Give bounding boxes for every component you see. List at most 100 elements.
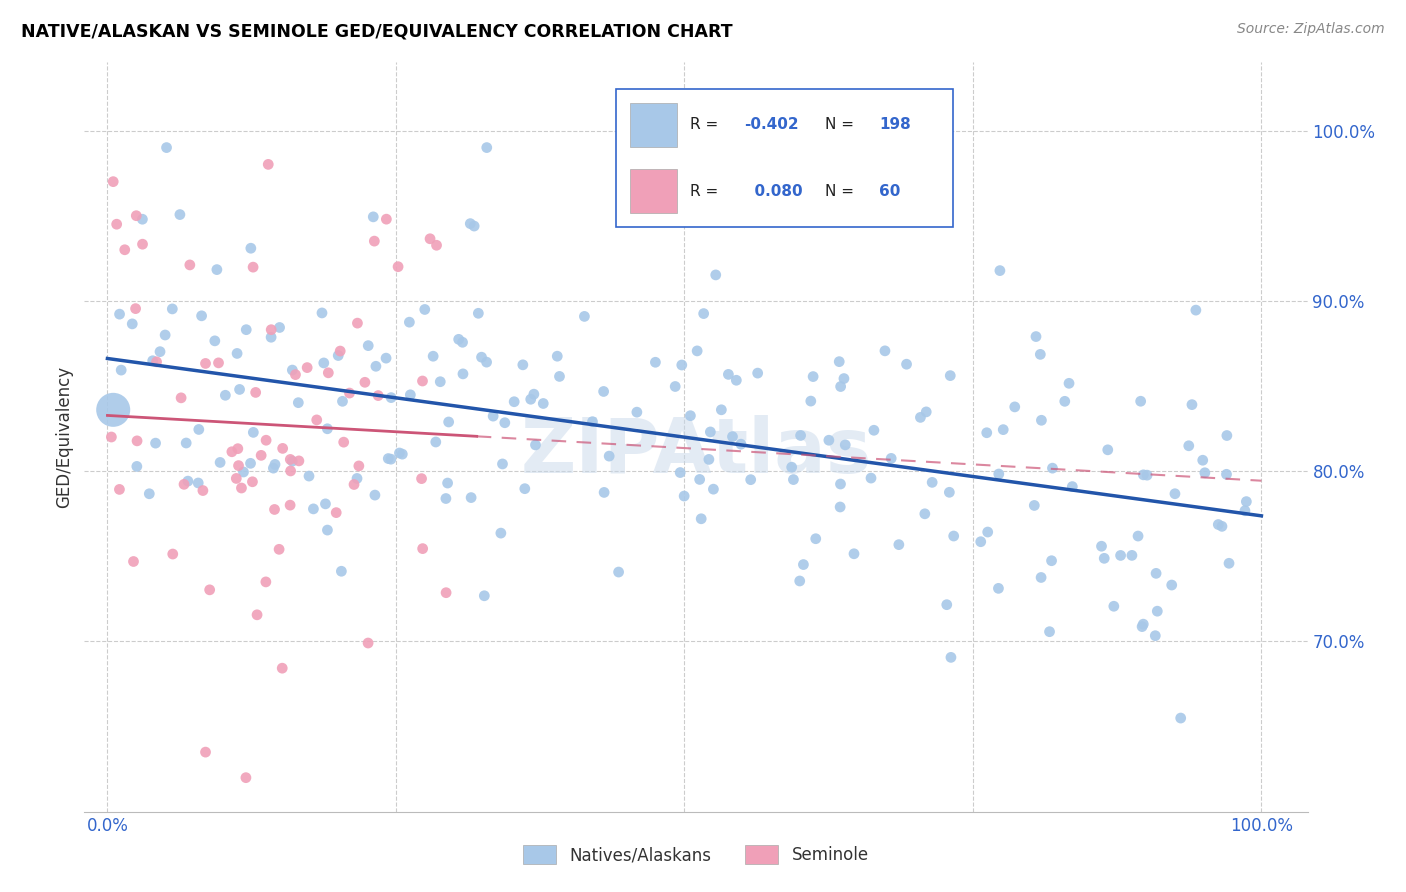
Point bbox=[1062, 480, 1084, 494]
Point bbox=[988, 263, 1011, 277]
Point bbox=[329, 344, 352, 359]
Point bbox=[114, 243, 136, 257]
Point bbox=[1211, 519, 1233, 533]
Point bbox=[287, 395, 309, 409]
Point bbox=[664, 379, 686, 393]
Point bbox=[411, 472, 433, 486]
Point bbox=[818, 434, 841, 448]
Point bbox=[921, 475, 943, 490]
Point bbox=[699, 425, 721, 439]
Point bbox=[460, 491, 482, 505]
Point bbox=[332, 394, 354, 409]
Point bbox=[1160, 578, 1182, 592]
Point bbox=[782, 473, 804, 487]
Point bbox=[375, 212, 398, 227]
Point bbox=[367, 388, 389, 402]
Point bbox=[191, 483, 214, 498]
Point bbox=[387, 260, 409, 274]
Point bbox=[789, 428, 811, 442]
Legend: Natives/Alaskans, Seminole: Natives/Alaskans, Seminole bbox=[516, 838, 876, 871]
Point bbox=[1144, 629, 1167, 643]
Point bbox=[721, 429, 744, 443]
Point bbox=[470, 350, 492, 364]
Point bbox=[125, 209, 148, 223]
Point bbox=[295, 360, 318, 375]
Point bbox=[873, 343, 896, 358]
Point bbox=[347, 458, 370, 473]
Point bbox=[434, 585, 457, 599]
Point bbox=[278, 452, 301, 467]
Point bbox=[346, 316, 368, 330]
Point bbox=[149, 344, 172, 359]
Point bbox=[1029, 347, 1052, 361]
Point bbox=[1031, 413, 1053, 427]
Point bbox=[523, 387, 546, 401]
Point bbox=[830, 379, 852, 393]
Point bbox=[531, 396, 554, 410]
Point bbox=[260, 323, 283, 337]
Point bbox=[228, 383, 250, 397]
Point bbox=[198, 582, 221, 597]
Point bbox=[207, 356, 229, 370]
Point bbox=[747, 366, 769, 380]
Point bbox=[451, 335, 474, 350]
Point bbox=[257, 157, 280, 171]
Point bbox=[108, 307, 131, 321]
Point bbox=[679, 409, 702, 423]
Text: ZIPAtlas: ZIPAtlas bbox=[520, 415, 872, 489]
Point bbox=[103, 175, 125, 189]
Point bbox=[987, 467, 1010, 481]
Point bbox=[1234, 494, 1257, 508]
Point bbox=[880, 451, 903, 466]
Point bbox=[332, 435, 354, 450]
Point bbox=[343, 477, 366, 491]
Point bbox=[346, 471, 368, 485]
Point bbox=[993, 423, 1015, 437]
Text: Source: ZipAtlas.com: Source: ZipAtlas.com bbox=[1237, 22, 1385, 37]
Point bbox=[239, 241, 262, 255]
Point bbox=[145, 436, 167, 450]
Point bbox=[644, 355, 666, 369]
Point bbox=[131, 237, 153, 252]
Point bbox=[363, 234, 385, 248]
Point bbox=[863, 423, 886, 437]
Point bbox=[1136, 468, 1159, 483]
Point bbox=[142, 353, 165, 368]
Point bbox=[254, 434, 277, 448]
Point bbox=[503, 394, 526, 409]
Point bbox=[1053, 394, 1076, 409]
Point bbox=[425, 435, 447, 450]
Point bbox=[704, 268, 727, 282]
Point bbox=[209, 455, 232, 469]
Point bbox=[834, 438, 856, 452]
Point bbox=[263, 502, 285, 516]
Point bbox=[607, 565, 630, 579]
Point bbox=[910, 410, 932, 425]
Point bbox=[1090, 539, 1112, 553]
Point bbox=[339, 386, 361, 401]
Point bbox=[311, 306, 333, 320]
Point bbox=[169, 208, 191, 222]
Point bbox=[298, 469, 321, 483]
Point bbox=[179, 258, 201, 272]
Point bbox=[489, 526, 512, 541]
Point bbox=[228, 458, 250, 473]
Point bbox=[1146, 604, 1168, 618]
Point bbox=[574, 310, 596, 324]
Point bbox=[830, 477, 852, 491]
Point bbox=[232, 465, 254, 479]
Point bbox=[475, 140, 498, 154]
Point bbox=[125, 459, 148, 474]
Point bbox=[103, 402, 125, 417]
Point bbox=[976, 524, 998, 539]
Point bbox=[467, 306, 489, 320]
Point bbox=[328, 349, 350, 363]
Point bbox=[1164, 487, 1187, 501]
Point bbox=[225, 471, 247, 485]
Point bbox=[689, 472, 711, 486]
Point bbox=[235, 771, 257, 785]
Point bbox=[254, 574, 277, 589]
Point bbox=[1040, 554, 1063, 568]
Point bbox=[242, 425, 264, 440]
Point bbox=[792, 558, 814, 572]
